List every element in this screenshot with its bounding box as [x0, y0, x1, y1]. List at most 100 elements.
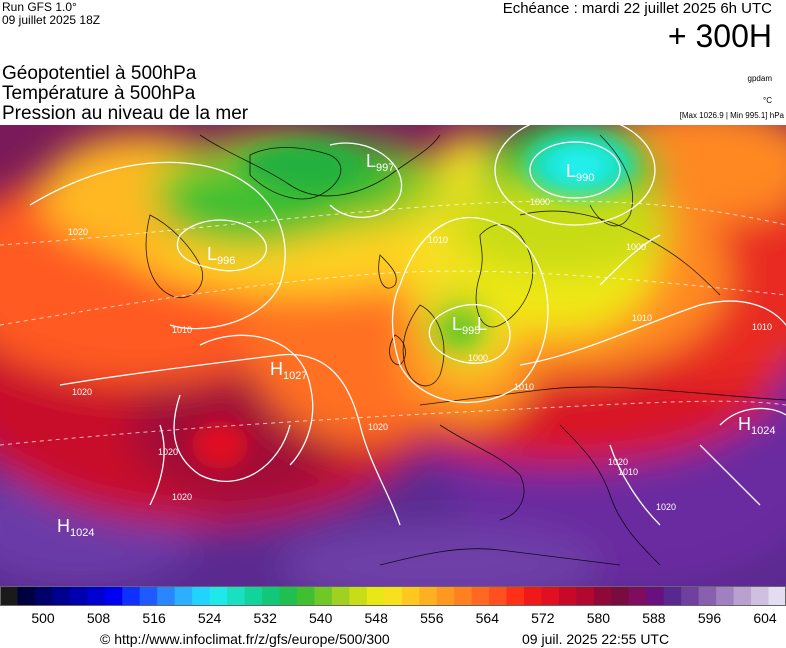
legend-swatch: [17, 586, 36, 606]
isobar-label: 1020: [368, 422, 388, 432]
legend-tick-label: 500: [31, 610, 55, 626]
geopotential-field: [0, 125, 786, 586]
legend-tick-label: 556: [420, 610, 444, 626]
legend-swatch: [558, 586, 577, 606]
legend-tick-label: 572: [531, 610, 555, 626]
low-center: L997: [366, 151, 394, 174]
legend-swatch: [436, 586, 455, 606]
legend-swatch: [401, 586, 420, 606]
legend-swatch: [52, 586, 71, 606]
color-legend: [0, 586, 786, 606]
legend-swatch: [34, 586, 53, 606]
isobar-label: 1010: [514, 382, 534, 392]
legend-swatch: [576, 586, 595, 606]
isobar-label: 1020: [72, 387, 92, 397]
isobar-label: 1020: [172, 492, 192, 502]
low-center: L: [477, 314, 487, 334]
valid-time-label: Echéance : mardi 22 juillet 2025 6h UTC: [502, 0, 772, 17]
legend-tick-label: 580: [586, 610, 611, 626]
low-center: L990: [566, 161, 594, 184]
isobar-label: 1010: [428, 235, 448, 245]
legend-swatch: [104, 586, 123, 606]
legend-tick-label: 508: [86, 610, 111, 626]
legend-swatch: [209, 586, 228, 606]
legend-tick-label: 588: [642, 610, 666, 626]
isobar-label: 1020: [656, 502, 676, 512]
legend-swatch: [541, 586, 560, 606]
legend-swatch: [157, 586, 176, 606]
legend-swatch: [384, 586, 403, 606]
legend-swatch: [646, 586, 665, 606]
legend-tick-label: 524: [197, 610, 222, 626]
isobar-label: 1020: [158, 447, 178, 457]
legend-swatch: [663, 586, 682, 606]
legend-swatch: [628, 586, 647, 606]
legend-tick-label: 564: [475, 610, 499, 626]
legend-swatch: [733, 586, 752, 606]
legend-swatch: [244, 586, 263, 606]
legend-tick-label: 540: [309, 610, 333, 626]
legend-swatch: [296, 586, 315, 606]
forecast-offset-label: + 300H: [667, 18, 772, 54]
legend-swatch: [227, 586, 246, 606]
pressure-minmax: [Max 1026.9 | Min 995.1] hPa: [679, 111, 784, 120]
run-date: 09 juillet 2025 18Z: [2, 13, 101, 27]
legend-swatch: [122, 586, 141, 606]
copyright-url: © http://www.infoclimat.fr/z/gfs/europe/…: [100, 631, 390, 647]
isobar-label: 1000: [530, 197, 550, 207]
legend-swatch: [419, 586, 438, 606]
unit-gpdam: gpdam: [747, 74, 772, 83]
legend-swatch: [506, 586, 525, 606]
legend-swatch: [716, 586, 735, 606]
weather-map: L997 L990 L996 L995 L H1027 H1024 H1024 …: [0, 125, 786, 586]
legend-swatch: [331, 586, 350, 606]
high-center: H1027: [270, 359, 307, 382]
legend-swatch: [471, 586, 490, 606]
legend-swatch: [751, 586, 770, 606]
legend-tick-labels: 500 508 516 524 532 540 548 556 564 572 580 588 596 6…: [0, 610, 786, 626]
isotherms: [0, 200, 786, 446]
param-geopotential: Géopotentiel à 500hPa: [2, 63, 197, 84]
legend-swatch: [69, 586, 88, 606]
legend-swatch: [366, 586, 385, 606]
isobar-label: 1000: [468, 353, 488, 363]
coastlines: [145, 134, 786, 566]
low-center: L995: [452, 314, 480, 337]
isobar-label: 1010: [632, 313, 652, 323]
legend-swatch: [279, 586, 298, 606]
high-center: H1024: [738, 414, 775, 437]
isobar-labels: 1020 1010 1000 1010 1000 1010 1010 1000 …: [68, 197, 772, 512]
isobar-label: 1010: [618, 467, 638, 477]
isobar-label: 1000: [626, 242, 646, 252]
legend-swatch: [174, 586, 193, 606]
run-label: Run GFS 1.0°: [2, 0, 77, 14]
legend-swatch: [0, 586, 18, 606]
legend-tick-label: 548: [364, 610, 388, 626]
legend-swatch: [139, 586, 158, 606]
legend-swatch: [698, 586, 717, 606]
legend-swatch: [454, 586, 473, 606]
legend-tick-label: 596: [697, 610, 722, 626]
legend-tick-label: 532: [253, 610, 277, 626]
low-center: L996: [207, 244, 235, 267]
isobars: [29, 125, 786, 526]
legend-swatch: [681, 586, 700, 606]
high-center: H1024: [57, 516, 94, 539]
pressure-centers: L997 L990 L996 L995 L H1027 H1024 H1024: [57, 151, 775, 539]
param-temperature: Température à 500hPa: [2, 83, 196, 104]
generated-date: 09 juil. 2025 22:55 UTC: [522, 631, 670, 647]
legend-swatch: [611, 586, 630, 606]
param-pressure: Pression au niveau de la mer: [2, 103, 249, 124]
isobar-label: 1010: [752, 322, 772, 332]
legend-swatch: [524, 586, 542, 606]
legend-swatch: [593, 586, 612, 606]
isobar-label: 1020: [608, 457, 628, 467]
legend-swatch: [192, 586, 211, 606]
legend-swatch: [349, 586, 368, 606]
legend-tick-label: 516: [142, 610, 166, 626]
legend-swatch: [314, 586, 333, 606]
legend-swatch: [262, 586, 280, 606]
unit-celsius: °C: [763, 96, 772, 105]
legend-swatch: [87, 586, 106, 606]
isobar-label: 1020: [68, 227, 88, 237]
